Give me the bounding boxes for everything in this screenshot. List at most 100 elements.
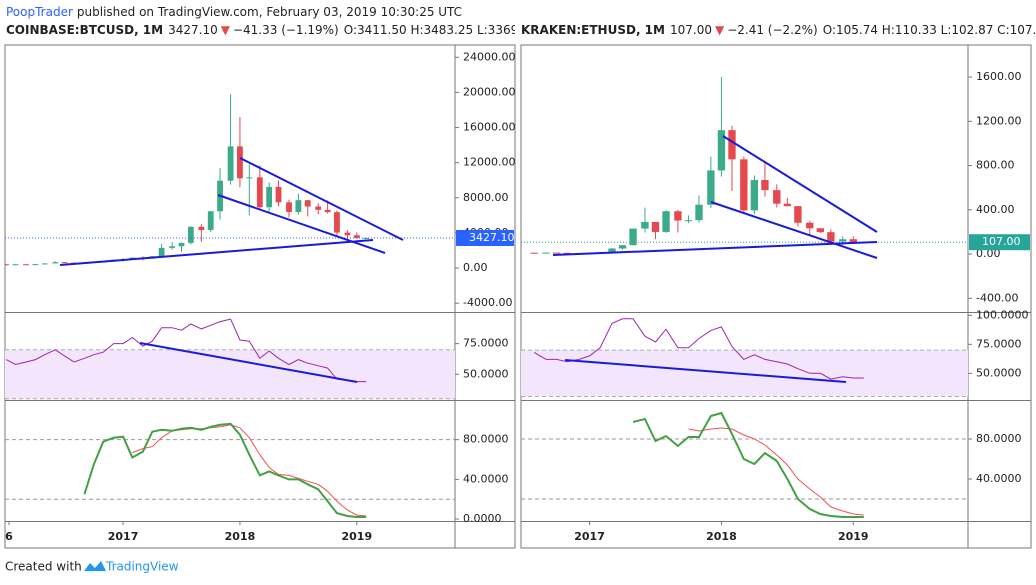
candle-body xyxy=(783,203,792,207)
candle-body xyxy=(651,221,660,232)
y-tick-label: 20000.00 xyxy=(463,85,516,98)
footer-brand: TradingView xyxy=(105,560,179,574)
y-tick-label: 800.00 xyxy=(976,159,1015,172)
y-tick-label: -4000.00 xyxy=(463,296,512,309)
candle-body xyxy=(266,186,273,208)
candle-body xyxy=(849,239,857,243)
candle-body xyxy=(816,228,824,233)
panels: COINBASE:BTCUSD, 1M 3427.10 ▼ −41.33 (−1.19… xyxy=(4,20,1036,549)
last-price-label: 107.00 xyxy=(982,235,1021,248)
rsi-line xyxy=(533,318,864,380)
panel-frame xyxy=(4,44,516,549)
candle-body xyxy=(344,232,351,236)
x-tick-label: 2019 xyxy=(342,530,373,543)
x-tick-label: 2018 xyxy=(706,530,737,543)
candle-body xyxy=(827,232,835,242)
header-mask xyxy=(515,20,1036,40)
trend-line xyxy=(217,194,386,254)
candle-body xyxy=(256,177,263,208)
y-tick-label: 16000.00 xyxy=(463,121,516,134)
candle-body xyxy=(227,146,234,181)
last: 3427.10 xyxy=(168,23,218,37)
trend-line xyxy=(239,157,404,241)
candle-body xyxy=(608,248,616,253)
candle-body xyxy=(684,220,693,222)
author: PoopTrader xyxy=(6,5,73,19)
candle-body xyxy=(761,179,769,191)
candles xyxy=(530,77,868,255)
candle-body xyxy=(324,209,331,213)
candle-body xyxy=(5,264,10,266)
candle-body xyxy=(207,211,214,230)
x-tick-label: 6 xyxy=(5,530,13,543)
panel-frame xyxy=(520,44,1032,549)
candle-body xyxy=(717,130,726,171)
candle-body xyxy=(353,235,360,238)
stoch-k-line xyxy=(632,411,864,518)
y-tick-label: 1600.00 xyxy=(976,70,1022,83)
last: 107.00 xyxy=(670,23,712,37)
y-tick-label: -400.00 xyxy=(976,291,1018,304)
y-tick-label: 0.00 xyxy=(976,247,1001,260)
candle-body xyxy=(286,202,292,212)
trend-line xyxy=(552,241,878,256)
footer-text: Created with xyxy=(5,560,82,574)
x-tick-label: 2018 xyxy=(225,530,256,543)
symbol: COINBASE:BTCUSD, 1M xyxy=(6,23,163,37)
candle-body xyxy=(794,206,802,223)
y-tick-label: 80.0000 xyxy=(463,433,509,446)
candle-body xyxy=(187,226,194,243)
candle-body xyxy=(707,170,715,205)
candle-body xyxy=(806,222,814,229)
candle-body xyxy=(158,247,165,257)
y-tick-label: 50.0000 xyxy=(976,366,1022,379)
last-price-box xyxy=(969,234,1030,251)
header-line: PoopTrader published on TradingView.com, … xyxy=(6,5,462,19)
symbol-header: COINBASE:BTCUSD, 1M 3427.10 ▼ −41.33 (−1.19… xyxy=(6,23,603,37)
candle-body xyxy=(295,200,302,212)
candle-body xyxy=(563,252,571,254)
candle-body xyxy=(32,264,39,266)
candle-body xyxy=(552,252,561,254)
candle-body xyxy=(41,263,48,265)
candle-body xyxy=(169,246,176,248)
symbol: KRAKEN:ETHUSD, 1M xyxy=(521,23,665,37)
y-tick-label: 0.0000 xyxy=(463,512,502,525)
candle-body xyxy=(542,252,550,254)
trend-line xyxy=(139,342,358,383)
y-tick-label: 12000.00 xyxy=(463,156,516,169)
candle-body xyxy=(304,200,311,207)
candle-body xyxy=(674,211,682,221)
x-tick-label: 2017 xyxy=(108,530,139,543)
candle-body xyxy=(275,186,282,203)
last-price-label: 3427.10 xyxy=(469,231,515,244)
candle-body xyxy=(334,212,340,233)
candle-body xyxy=(530,252,538,254)
trend-line xyxy=(564,359,847,383)
trend-line xyxy=(59,239,374,266)
y-tick-label: 24000.00 xyxy=(463,50,516,63)
ohlc: O:105.74 H:110.33 L:102.87 C:107.00 xyxy=(823,23,1036,37)
candles xyxy=(5,94,370,266)
candle-body xyxy=(178,242,185,247)
published: published on TradingView.com, February 0… xyxy=(77,5,462,19)
last-price-box xyxy=(456,229,514,246)
stoch-d-line xyxy=(688,427,864,516)
y-tick-label: 75.0000 xyxy=(976,337,1022,350)
rsi-band xyxy=(5,349,455,399)
candle-body xyxy=(23,264,29,266)
trend-line xyxy=(710,201,878,259)
candle-body xyxy=(61,262,68,264)
x-tick-label: 2019 xyxy=(838,530,869,543)
candle-body xyxy=(662,211,670,232)
logo xyxy=(84,561,106,571)
y-tick-label: 50.0000 xyxy=(463,367,509,380)
y-tick-label: 40.0000 xyxy=(976,472,1022,485)
candle-body xyxy=(773,190,781,204)
candle-body xyxy=(641,221,649,229)
candle-body xyxy=(629,228,637,246)
y-tick-label: 75.0000 xyxy=(463,337,509,350)
candle-body xyxy=(363,237,370,239)
candle-body xyxy=(695,204,703,221)
